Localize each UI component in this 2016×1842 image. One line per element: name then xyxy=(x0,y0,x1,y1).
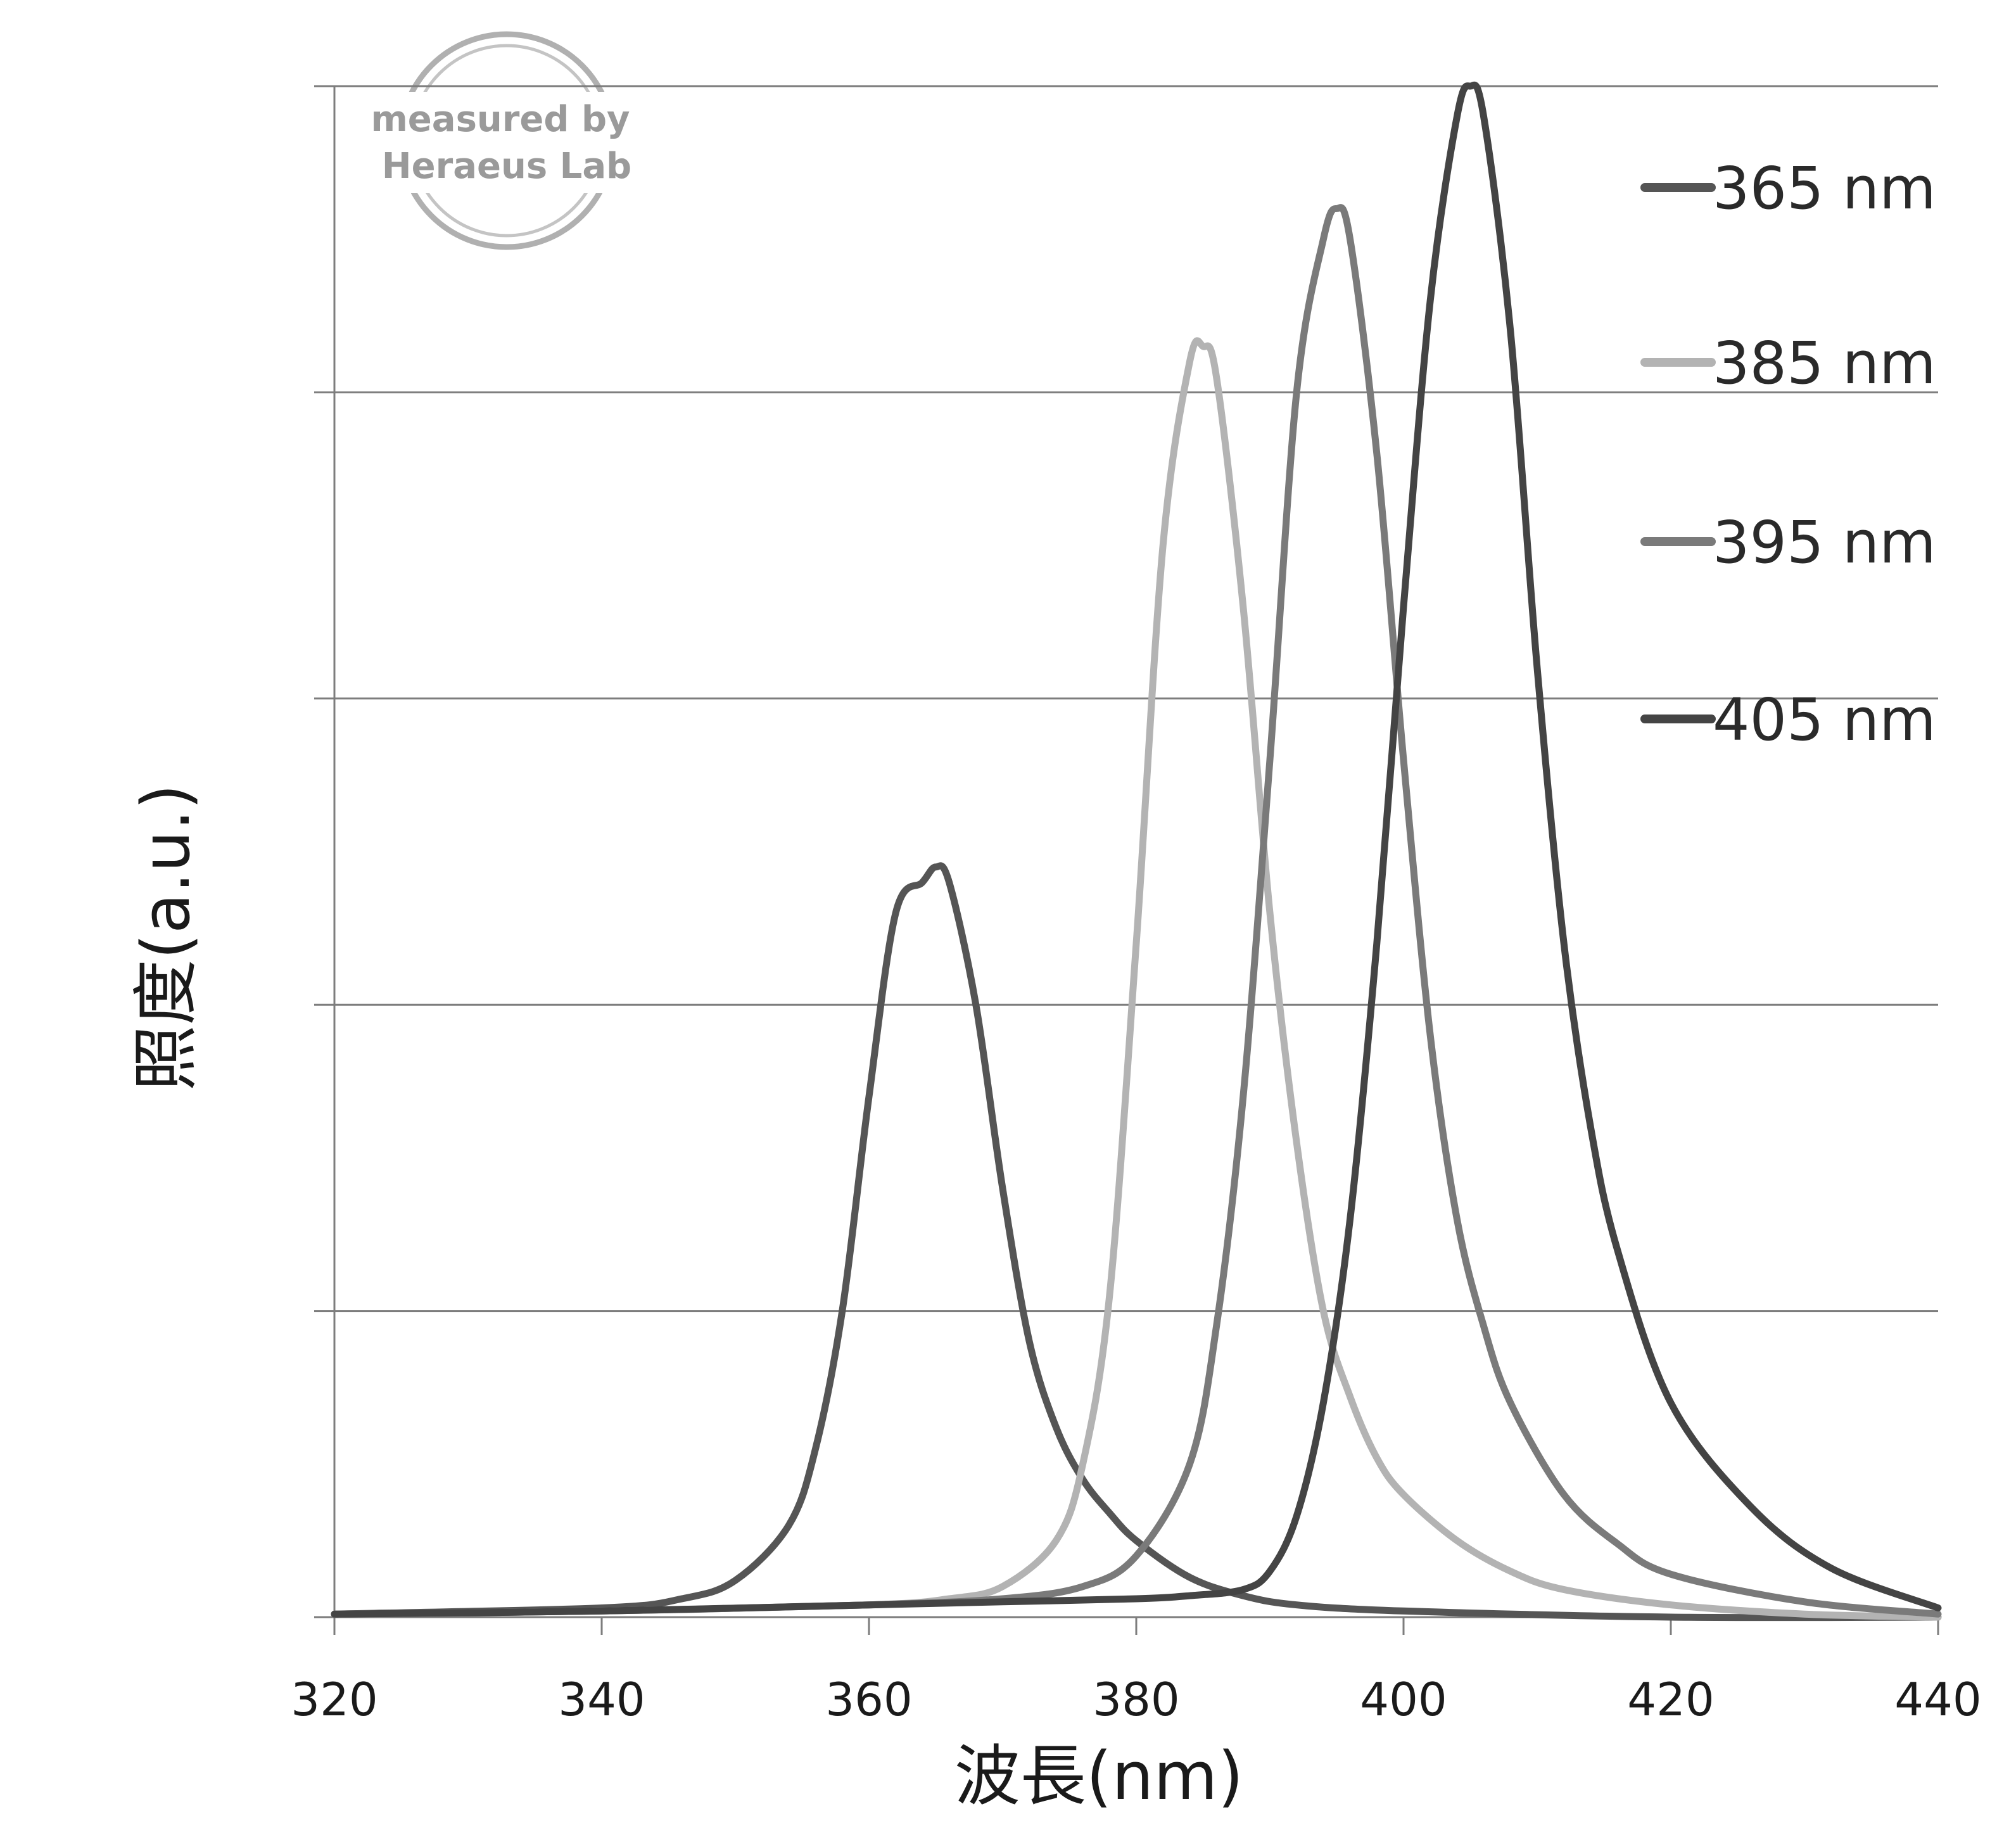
legend-label-385-nm: 385 nm xyxy=(1713,329,1936,397)
x-tick-label: 380 xyxy=(1093,1673,1179,1726)
x-axis-title: 波長(nm) xyxy=(954,1737,1243,1815)
series-lines xyxy=(331,81,1942,1622)
legend-label-405-nm: 405 nm xyxy=(1713,686,1936,754)
x-tick-label: 440 xyxy=(1894,1673,1981,1726)
gridlines xyxy=(314,85,1938,1312)
series-line-385-nm xyxy=(331,337,1942,1621)
x-tick-labels: 320 340 360 380 400 420 440 xyxy=(291,1673,1981,1726)
stamp-line-2: Heraeus Lab xyxy=(382,146,632,187)
series-line-405-nm xyxy=(331,81,1942,1618)
series-line-365-nm xyxy=(331,862,1942,1622)
series-line-395-nm xyxy=(331,204,1942,1618)
x-tick-label: 340 xyxy=(558,1673,645,1726)
x-tick-label: 320 xyxy=(291,1673,377,1726)
legend-label-395-nm: 395 nm xyxy=(1713,509,1936,576)
x-tick-label: 400 xyxy=(1360,1673,1447,1726)
legend-label-365-nm: 365 nm xyxy=(1713,155,1936,222)
axes xyxy=(314,86,1939,1635)
y-axis-title: 照度(a.u.) xyxy=(127,784,205,1091)
watermark-stamp: measured by Heraeus Lab xyxy=(371,31,633,250)
legend: 365 nm 385 nm 395 nm 405 nm xyxy=(1640,155,1936,754)
stamp-line-1: measured by xyxy=(371,99,630,140)
stamp-text-backdrop xyxy=(380,92,633,193)
x-tick-label: 420 xyxy=(1627,1673,1714,1726)
x-tick-label: 360 xyxy=(825,1673,912,1726)
